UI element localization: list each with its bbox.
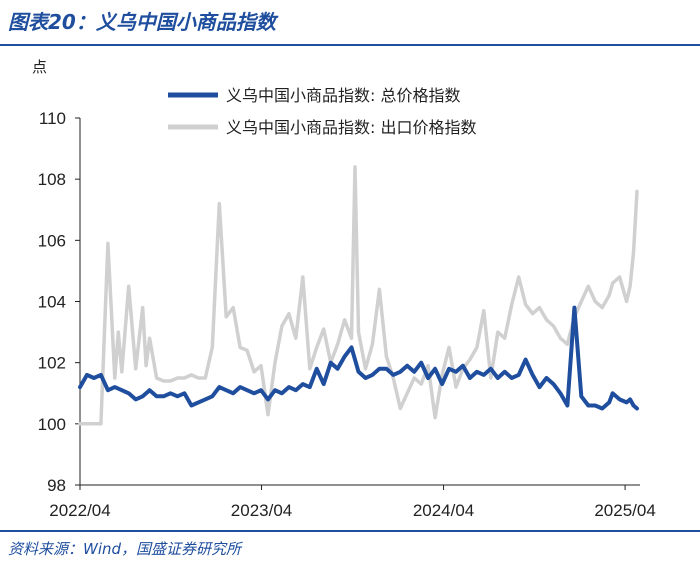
- y-axis-ticks: 98 100 102 104 106 108 110: [38, 109, 80, 495]
- x-axis-ticks: 2022/04 2023/04 2024/04 2025/04: [49, 485, 656, 520]
- x-tick-label: 2025/04: [594, 501, 655, 520]
- series-line-export-price: [78, 165, 639, 426]
- x-tick-label: 2023/04: [231, 501, 292, 520]
- title-divider: [0, 44, 700, 46]
- legend-label-export: 义乌中国小商品指数: 出口价格指数: [226, 118, 476, 137]
- source-divider: [0, 530, 700, 532]
- x-tick-label: 2024/04: [413, 501, 474, 520]
- series-layer: [78, 165, 639, 426]
- y-tick-label: 110: [39, 109, 66, 128]
- figure-title: 图表20：义乌中国小商品指数: [8, 10, 276, 34]
- legend-label-total: 义乌中国小商品指数: 总价格指数: [226, 86, 460, 105]
- y-tick-label: 104: [38, 293, 66, 312]
- legend-item-export: 义乌中国小商品指数: 出口价格指数: [168, 118, 476, 137]
- legend-item-total: 义乌中国小商品指数: 总价格指数: [168, 86, 460, 105]
- y-axis-unit-label: 点: [32, 58, 47, 76]
- y-tick-label: 102: [38, 354, 66, 373]
- source-note: 资料来源：Wind，国盛证券研究所: [8, 540, 242, 558]
- x-tick-label: 2022/04: [49, 501, 110, 520]
- series-line-total-price: [78, 305, 639, 411]
- y-tick-label: 100: [38, 415, 66, 434]
- y-tick-label: 98: [47, 476, 66, 495]
- y-tick-label: 108: [38, 170, 66, 189]
- y-tick-label: 106: [38, 231, 66, 250]
- legend: 义乌中国小商品指数: 总价格指数 义乌中国小商品指数: 出口价格指数: [168, 86, 476, 137]
